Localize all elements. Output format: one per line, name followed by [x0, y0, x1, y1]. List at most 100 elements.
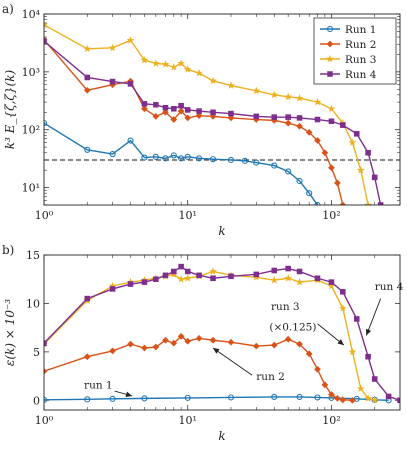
data-point-run-4 — [184, 268, 191, 275]
data-point-run-3 — [177, 275, 186, 283]
data-point-run-2 — [284, 119, 292, 127]
data-point-run-1 — [152, 153, 159, 160]
legend-marker — [327, 71, 333, 77]
data-point-run-1 — [296, 393, 303, 400]
data-point-run-2 — [334, 395, 341, 402]
data-point-run-4 — [271, 114, 278, 120]
data-point-run-1 — [44, 396, 48, 403]
data-point-run-1 — [109, 395, 116, 402]
data-point-run-4 — [153, 276, 159, 282]
data-point-run-3 — [313, 98, 322, 106]
data-point-run-1 — [209, 156, 217, 163]
data-point-run-4 — [196, 272, 202, 279]
data-point-run-3 — [295, 94, 304, 102]
legend-marker — [326, 54, 334, 63]
data-point-run-4 — [253, 271, 260, 278]
data-point-run-3 — [227, 81, 235, 89]
data-point-run-3 — [295, 278, 304, 286]
data-point-run-2 — [305, 350, 313, 358]
data-point-run-3 — [195, 69, 203, 77]
data-point-run-4 — [365, 353, 371, 360]
data-point-run-1 — [141, 154, 148, 161]
data-point-run-4 — [340, 122, 346, 128]
data-point-run-4 — [171, 106, 177, 112]
data-point-run-3 — [169, 63, 178, 71]
legend-entry: Run 2 — [345, 39, 376, 51]
data-point-run-2 — [109, 347, 116, 355]
data-point-run-2 — [321, 149, 329, 157]
data-point-run-3 — [108, 43, 117, 52]
annotation-run-3: run 3 — [271, 301, 300, 313]
data-point-run-2 — [44, 367, 48, 375]
data-point-run-2 — [127, 340, 134, 348]
data-point-run-4 — [314, 275, 321, 282]
x-tick-label: 10¹ — [179, 414, 197, 427]
data-point-run-4 — [340, 289, 346, 295]
data-point-run-3 — [209, 267, 217, 275]
data-point-run-1 — [127, 137, 134, 144]
data-point-run-4 — [196, 108, 202, 114]
annotation-arrow — [365, 298, 382, 336]
data-point-run-4 — [127, 81, 134, 87]
data-point-run-2 — [314, 137, 321, 144]
data-point-run-3 — [348, 138, 357, 146]
data-point-run-2 — [141, 344, 148, 352]
data-point-run-4 — [353, 316, 360, 322]
data-point-run-2 — [177, 333, 185, 340]
data-point-run-4 — [285, 265, 291, 272]
data-point-run-4 — [127, 281, 134, 287]
data-point-run-2 — [83, 86, 91, 94]
y-tick-label: 10¹ — [22, 182, 40, 195]
data-point-run-1 — [184, 394, 191, 401]
data-point-run-3 — [44, 20, 48, 29]
data-point-run-2 — [296, 122, 303, 130]
data-point-run-4 — [314, 116, 321, 123]
x-tick-label: 10² — [322, 209, 340, 222]
panel-label: a) — [2, 2, 14, 16]
data-point-run-3 — [83, 44, 92, 53]
data-point-run-4 — [228, 110, 234, 117]
data-point-run-2 — [170, 116, 178, 123]
data-point-run-2 — [195, 112, 203, 120]
data-point-run-2 — [305, 129, 313, 136]
data-point-run-3 — [356, 384, 365, 392]
plot-area — [44, 263, 400, 404]
legend-entry: Run 1 — [345, 24, 376, 36]
data-point-run-4 — [253, 113, 260, 120]
data-point-run-2 — [349, 396, 356, 404]
data-point-run-4 — [153, 101, 159, 108]
data-point-run-1 — [84, 396, 91, 403]
data-point-run-3 — [348, 347, 357, 356]
data-point-run-1 — [285, 168, 292, 175]
data-point-run-4 — [84, 74, 91, 81]
data-point-run-2 — [209, 336, 217, 344]
data-point-run-1 — [271, 162, 278, 169]
data-point-run-1 — [314, 394, 321, 401]
data-point-run-1 — [253, 159, 260, 166]
y-tick-label: 10 — [26, 297, 40, 310]
data-point-run-4 — [109, 78, 116, 85]
annotation-arrowhead — [213, 348, 220, 354]
data-point-run-4 — [178, 102, 184, 109]
y-tick-label: 5 — [33, 346, 40, 359]
data-point-run-1 — [296, 177, 303, 185]
data-point-run-1 — [44, 120, 48, 127]
y-tick-label: 0 — [33, 394, 40, 407]
data-point-run-4 — [353, 131, 360, 137]
data-point-run-2 — [334, 179, 341, 187]
data-point-run-4 — [184, 107, 191, 113]
axes-frame — [43, 13, 401, 206]
y-axis-label: k³ E_{ζ,ζ}(k) — [3, 69, 17, 149]
data-point-run-4 — [271, 267, 278, 274]
y-tick-label: 10² — [22, 124, 40, 137]
data-point-run-2 — [83, 353, 91, 361]
data-point-run-3 — [370, 396, 379, 404]
data-point-run-2 — [177, 107, 185, 115]
annotation-arrowhead — [125, 391, 133, 398]
data-point-run-1 — [227, 156, 235, 164]
x-tick-label: 10⁰ — [35, 414, 54, 427]
data-point-run-1 — [306, 190, 313, 197]
data-point-run-3 — [151, 59, 160, 67]
annotations: run 1 run 2 run 3 (×0.125) run 4 — [84, 281, 404, 398]
